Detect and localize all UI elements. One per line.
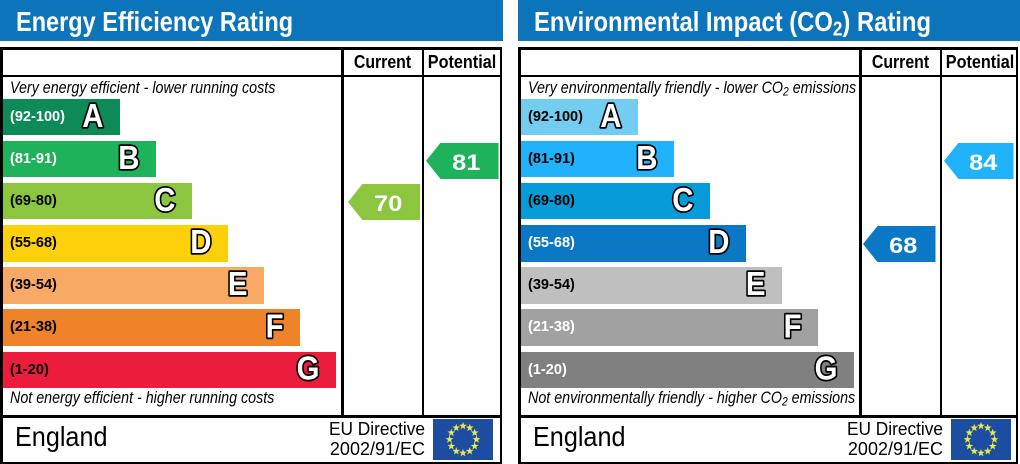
svg-text:F: F <box>266 308 284 345</box>
svg-text:A: A <box>82 97 103 134</box>
svg-text:A: A <box>600 97 621 134</box>
svg-text:E: E <box>746 266 766 303</box>
svg-text:E: E <box>228 266 248 303</box>
svg-text:C: C <box>672 182 693 219</box>
svg-text:D: D <box>190 224 211 261</box>
svg-text:C: C <box>154 182 175 219</box>
svg-text:F: F <box>784 308 802 345</box>
svg-text:D: D <box>708 224 729 261</box>
svg-text:B: B <box>118 139 139 176</box>
svg-text:B: B <box>636 139 657 176</box>
svg-text:G: G <box>297 350 320 387</box>
svg-text:G: G <box>815 350 838 387</box>
